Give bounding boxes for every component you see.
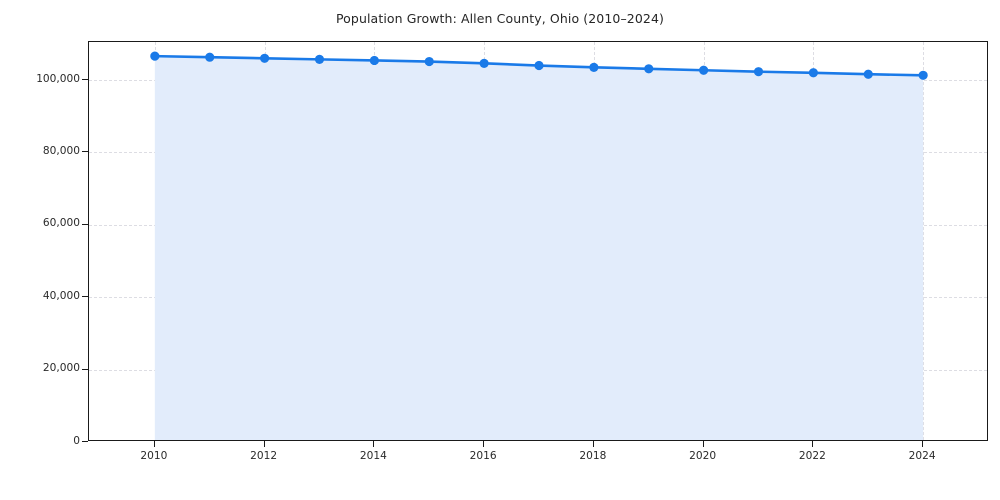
data-point-marker [205,52,215,62]
y-tick-label: 100,000 [36,72,80,85]
x-tick-mark [263,441,265,447]
x-tick-label: 2022 [798,450,826,462]
x-tick-mark [702,441,704,447]
x-tick-label: 2024 [908,450,936,462]
chart-title: Population Growth: Allen County, Ohio (2… [335,11,664,26]
data-point-marker [644,64,654,74]
x-tick-label: 2018 [579,450,607,462]
data-point-markers [150,51,928,80]
x-tick-mark [922,441,924,447]
y-tick-label: 60,000 [42,217,80,230]
x-tick-label: 2010 [140,450,168,462]
x-tick-mark [373,441,375,447]
y-tick-label: 0 [73,434,80,447]
x-tick-mark [153,441,155,447]
x-tick-label: 2020 [689,450,717,462]
data-point-marker [369,55,379,66]
x-tick-mark [483,441,485,447]
population-line-series [150,51,928,440]
y-tick-mark [82,296,88,298]
data-point-marker [863,69,873,79]
y-tick-label: 80,000 [42,144,80,157]
y-tick-mark [82,151,88,153]
y-tick-mark [82,79,88,80]
data-point-marker [150,51,160,61]
y-tick-mark [82,223,88,225]
x-tick-mark [592,441,594,447]
y-tick-label: 20,000 [42,362,80,375]
data-point-marker [314,54,325,64]
x-tick-label: 2016 [469,450,497,462]
data-point-marker [918,70,928,80]
y-tick-label: 40,000 [42,289,80,302]
data-point-marker [260,53,270,63]
area-fill [154,56,924,440]
data-point-marker [589,62,599,72]
y-tick-mark [82,368,88,370]
data-point-marker [424,56,434,67]
y-tick-mark [82,441,88,442]
data-point-marker [534,60,544,71]
x-tick-label: 2012 [250,450,278,462]
data-point-marker [479,58,489,68]
x-tick-label: 2014 [359,450,387,462]
data-point-marker [753,67,764,77]
data-point-marker [808,68,818,78]
x-tick-mark [812,441,814,447]
data-point-marker [699,65,709,75]
plot-area [88,41,988,441]
